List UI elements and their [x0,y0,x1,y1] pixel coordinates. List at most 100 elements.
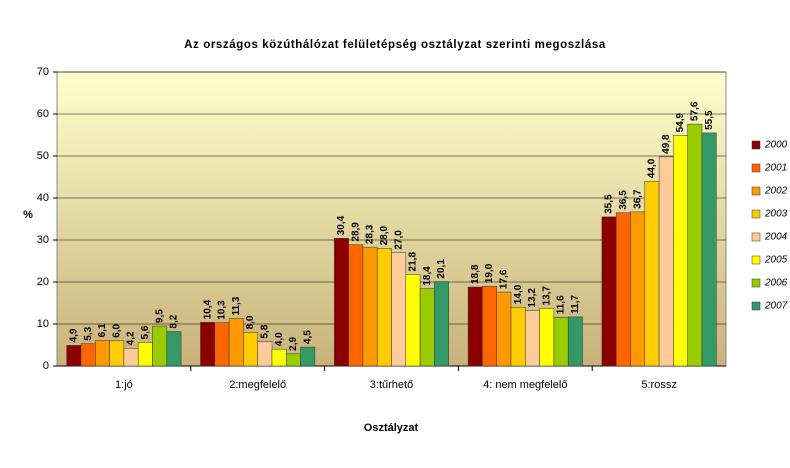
value-label: 8,2 [169,314,180,328]
y-tick-label: 30 [37,234,49,246]
bar [95,340,110,367]
legend-label: 2004 [764,232,788,243]
bar [243,332,258,367]
value-label: 36,7 [632,189,643,209]
value-label: 4,2 [126,331,137,345]
value-label: 4,5 [302,330,313,344]
bar [348,244,364,367]
bar [644,180,660,367]
y-axis-title: % [23,209,33,221]
legend-swatch [751,209,761,219]
value-label: 36,5 [618,190,629,210]
x-tick-label: 4: nem megfelelő [483,379,567,391]
value-label: 57,6 [689,101,700,121]
bar [673,135,688,367]
x-tick-label: 2:megfelelő [229,379,286,391]
value-label: 18,4 [422,266,433,286]
bar [66,345,82,367]
legend-swatch [751,163,761,173]
legend-swatch [751,232,761,242]
y-tick-label: 40 [37,192,49,204]
bar [391,252,407,367]
bar [80,343,96,367]
value-label: 6,0 [111,323,122,337]
bar [286,353,301,367]
bar [658,156,674,367]
value-label: 11,7 [570,295,581,314]
legend-label: 2000 [764,140,788,151]
legend-label: 2001 [764,163,787,174]
legend-swatch [751,140,761,150]
bar [687,123,703,367]
x-tick-label: 3:tűrhető [370,379,413,391]
value-label: 10,4 [202,299,213,319]
x-tick-label: 5:rossz [641,379,676,391]
bar [615,212,631,367]
value-label: 5,8 [259,324,270,338]
bar [362,246,378,367]
value-label: 19,0 [484,263,495,283]
y-tick-label: 20 [37,276,49,288]
legend-swatch [751,278,761,288]
value-label: 4,0 [274,332,285,346]
value-label: 54,9 [675,113,686,133]
legend-swatch [751,255,761,265]
bar [200,322,216,367]
bar [510,306,526,367]
y-tick-label: 0 [43,360,49,372]
value-label: 18,8 [470,264,481,284]
bar [137,342,153,367]
bar [467,286,483,367]
value-label: 5,6 [140,325,151,339]
value-label: 9,5 [154,309,165,323]
y-tick-label: 50 [37,150,49,162]
bar [109,340,125,367]
value-label: 55,5 [704,110,715,130]
value-label: 27,0 [393,230,404,250]
value-label: 17,6 [498,269,509,289]
bar [601,216,617,367]
y-tick-label: 10 [37,318,49,330]
bar [525,310,540,367]
bar [539,308,555,367]
value-label: 6,1 [97,323,108,337]
bar [701,132,717,367]
bar [553,317,569,367]
bar [405,274,421,367]
value-label: 11,3 [231,296,242,315]
bar [376,248,392,367]
value-label: 44,0 [647,158,658,178]
legend-label: 2003 [764,209,788,220]
bar [630,211,646,367]
legend-swatch [751,301,761,311]
bar [166,331,182,367]
bar [214,322,230,367]
bar [300,346,316,367]
y-tick-label: 70 [37,66,49,78]
value-label: 11,6 [556,295,567,314]
legend-swatch [751,186,761,196]
value-label: 30,4 [336,215,347,235]
value-label: 21,8 [408,252,419,272]
bar [434,281,449,367]
bar [271,348,287,367]
value-label: 28,9 [350,222,361,242]
bar [123,348,139,367]
value-label: 20,1 [436,259,447,279]
bar [334,238,349,367]
legend-label: 2002 [764,186,788,197]
value-label: 13,7 [541,286,552,306]
legend-label: 2005 [764,255,788,266]
bar [482,285,497,367]
value-label: 14,0 [513,284,524,304]
value-label: 5,3 [83,326,94,340]
legend-label: 2006 [764,278,788,289]
chart-title: Az országos közúthálózat felületépség os… [184,39,606,51]
legend-label: 2007 [764,301,788,312]
value-label: 2,9 [288,336,299,350]
bar [419,288,435,367]
value-label: 4,9 [68,328,79,342]
bar [496,291,512,367]
value-label: 49,8 [661,134,672,154]
